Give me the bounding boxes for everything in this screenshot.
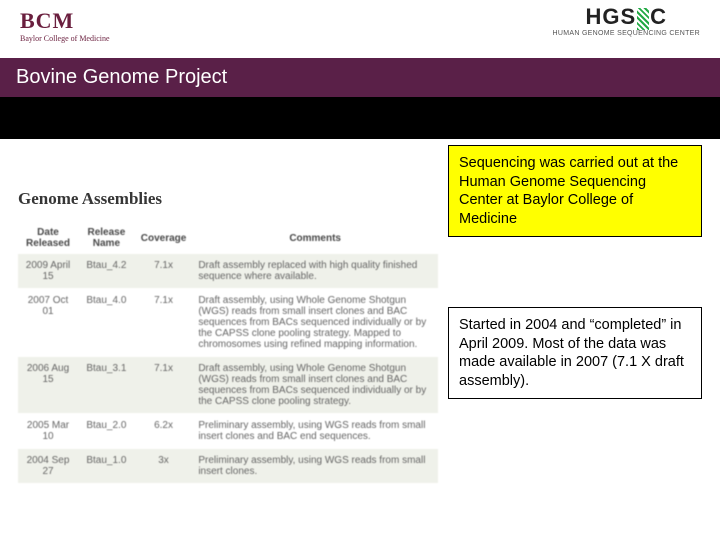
hgsc-logo: HGS C HUMAN GENOME SEQUENCING CENTER bbox=[553, 4, 700, 37]
bcm-logo: BCM Baylor College of Medicine bbox=[20, 8, 110, 43]
table-row: 2005 Mar 10 Btau_2.0 6.2x Preliminary as… bbox=[18, 414, 438, 449]
left-column: Genome Assemblies Date Released Release … bbox=[18, 155, 438, 483]
hgsc-logo-text: HGS C bbox=[553, 4, 700, 30]
cell-name: Btau_1.0 bbox=[78, 449, 135, 484]
hgsc-logo-right: C bbox=[650, 4, 667, 29]
table-row: 2009 April 15 Btau_4.2 7.1x Draft assemb… bbox=[18, 254, 438, 289]
callout-timeline: Started in 2004 and “completed” in April… bbox=[448, 307, 702, 399]
hgsc-logo-subtitle: HUMAN GENOME SEQUENCING CENTER bbox=[553, 30, 700, 37]
cell-coverage: 7.1x bbox=[135, 289, 193, 357]
bcm-logo-subtitle: Baylor College of Medicine bbox=[20, 34, 110, 43]
bcm-logo-text: BCM bbox=[20, 8, 110, 34]
table-row: 2007 Oct 01 Btau_4.0 7.1x Draft assembly… bbox=[18, 289, 438, 357]
title-bar: Bovine Genome Project bbox=[0, 58, 720, 97]
cell-coverage: 3x bbox=[135, 449, 193, 484]
cell-date: 2007 Oct 01 bbox=[18, 289, 78, 357]
header-logos: BCM Baylor College of Medicine HGS C HUMA… bbox=[0, 0, 720, 58]
cell-comment: Preliminary assembly, using WGS reads fr… bbox=[192, 414, 438, 449]
cell-date: 2005 Mar 10 bbox=[18, 414, 78, 449]
hgsc-logo-left: HGS bbox=[585, 4, 636, 29]
cell-name: Btau_2.0 bbox=[78, 414, 135, 449]
table-row: 2004 Sep 27 Btau_1.0 3x Preliminary asse… bbox=[18, 449, 438, 484]
table-header-row: Date Released Release Name Coverage Comm… bbox=[18, 223, 438, 254]
col-date: Date Released bbox=[18, 223, 78, 254]
cell-coverage: 7.1x bbox=[135, 254, 193, 289]
callout-sequencing-center: Sequencing was carried out at the Human … bbox=[448, 145, 702, 237]
cell-date: 2009 April 15 bbox=[18, 254, 78, 289]
cell-comment: Draft assembly replaced with high qualit… bbox=[192, 254, 438, 289]
cell-coverage: 6.2x bbox=[135, 414, 193, 449]
cell-name: Btau_3.1 bbox=[78, 357, 135, 414]
col-comments: Comments bbox=[192, 223, 438, 254]
cell-coverage: 7.1x bbox=[135, 357, 193, 414]
cell-name: Btau_4.2 bbox=[78, 254, 135, 289]
section-title: Genome Assemblies bbox=[18, 189, 438, 209]
table-row: 2006 Aug 15 Btau_3.1 7.1x Draft assembly… bbox=[18, 357, 438, 414]
dna-icon bbox=[637, 8, 649, 30]
col-coverage: Coverage bbox=[135, 223, 193, 254]
slide: BCM Baylor College of Medicine HGS C HUMA… bbox=[0, 0, 720, 540]
cell-name: Btau_4.0 bbox=[78, 289, 135, 357]
cell-comment: Draft assembly, using Whole Genome Shotg… bbox=[192, 289, 438, 357]
cell-date: 2004 Sep 27 bbox=[18, 449, 78, 484]
cell-comment: Preliminary assembly, using WGS reads fr… bbox=[192, 449, 438, 484]
cell-comment: Draft assembly, using Whole Genome Shotg… bbox=[192, 357, 438, 414]
cell-date: 2006 Aug 15 bbox=[18, 357, 78, 414]
black-bar bbox=[0, 97, 720, 139]
col-name: Release Name bbox=[78, 223, 135, 254]
assemblies-table: Date Released Release Name Coverage Comm… bbox=[18, 223, 438, 483]
